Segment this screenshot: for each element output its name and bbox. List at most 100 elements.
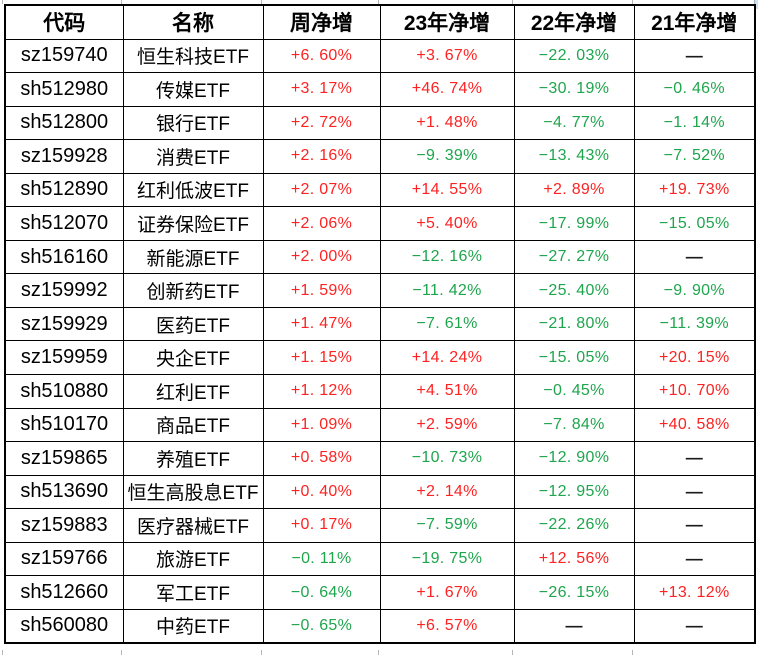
cell-y22[interactable]: −0. 45% xyxy=(513,373,635,409)
cell-name[interactable]: 恒生高股息ETF xyxy=(122,474,264,510)
cell-code[interactable]: sz159928 xyxy=(4,139,124,174)
cell-code[interactable]: sz159959 xyxy=(4,340,124,375)
cell-y21[interactable]: +19. 73% xyxy=(633,172,756,208)
cell-y21[interactable]: −7. 52% xyxy=(633,139,756,174)
cell-y23[interactable]: −7. 59% xyxy=(379,508,515,543)
cell-code[interactable]: sz159865 xyxy=(4,441,124,476)
cell-y23[interactable]: −12. 16% xyxy=(379,239,515,275)
cell-y23[interactable]: +2. 59% xyxy=(379,407,515,443)
cell-y21[interactable]: +20. 15% xyxy=(633,340,756,375)
cell-week[interactable]: +2. 06% xyxy=(262,206,381,241)
cell-week[interactable]: −0. 64% xyxy=(262,575,381,610)
cell-code[interactable]: sh512980 xyxy=(4,72,124,107)
cell-code[interactable]: sh510880 xyxy=(4,373,124,409)
cell-y22[interactable]: −22. 03% xyxy=(513,38,635,74)
cell-code[interactable]: sz159992 xyxy=(4,273,124,308)
cell-y21[interactable]: −15. 05% xyxy=(633,206,756,241)
cell-week[interactable]: +0. 17% xyxy=(262,508,381,543)
cell-name[interactable]: 消费ETF xyxy=(122,139,264,174)
cell-code[interactable]: sh560080 xyxy=(4,608,124,644)
cell-week[interactable]: +2. 00% xyxy=(262,239,381,275)
cell-code[interactable]: sz159929 xyxy=(4,306,124,342)
cell-y22[interactable]: −15. 05% xyxy=(513,340,635,375)
cell-y23[interactable]: +14. 55% xyxy=(379,172,515,208)
cell-code[interactable]: sz159766 xyxy=(4,541,124,577)
cell-week[interactable]: +2. 72% xyxy=(262,105,381,141)
cell-name[interactable]: 银行ETF xyxy=(122,105,264,141)
cell-y23[interactable]: +2. 14% xyxy=(379,474,515,510)
cell-y21[interactable]: −0. 46% xyxy=(633,72,756,107)
cell-y21[interactable]: −1. 14% xyxy=(633,105,756,141)
col-header-y21[interactable]: 21年净增 xyxy=(633,4,756,40)
cell-y21[interactable]: — xyxy=(633,608,756,644)
cell-y23[interactable]: −10. 73% xyxy=(379,441,515,476)
cell-name[interactable]: 养殖ETF xyxy=(122,441,264,476)
cell-y21[interactable]: — xyxy=(633,508,756,543)
cell-y21[interactable]: +40. 58% xyxy=(633,407,756,443)
cell-name[interactable]: 旅游ETF xyxy=(122,541,264,577)
cell-y22[interactable]: −22. 26% xyxy=(513,508,635,543)
cell-week[interactable]: +1. 59% xyxy=(262,273,381,308)
cell-y23[interactable]: −11. 42% xyxy=(379,273,515,308)
cell-y22[interactable]: −21. 80% xyxy=(513,306,635,342)
cell-name[interactable]: 创新药ETF xyxy=(122,273,264,308)
cell-name[interactable]: 证券保险ETF xyxy=(122,206,264,241)
cell-code[interactable]: sh512800 xyxy=(4,105,124,141)
cell-y22[interactable]: −27. 27% xyxy=(513,239,635,275)
cell-name[interactable]: 红利ETF xyxy=(122,373,264,409)
cell-code[interactable]: sh513690 xyxy=(4,474,124,510)
cell-y23[interactable]: −7. 61% xyxy=(379,306,515,342)
cell-y22[interactable]: −4. 77% xyxy=(513,105,635,141)
col-header-code[interactable]: 代码 xyxy=(4,4,124,40)
cell-name[interactable]: 新能源ETF xyxy=(122,239,264,275)
cell-y23[interactable]: +14. 24% xyxy=(379,340,515,375)
cell-y23[interactable]: −19. 75% xyxy=(379,541,515,577)
cell-y23[interactable]: +46. 74% xyxy=(379,72,515,107)
cell-week[interactable]: +3. 17% xyxy=(262,72,381,107)
cell-code[interactable]: sh510170 xyxy=(4,407,124,443)
cell-name[interactable]: 传媒ETF xyxy=(122,72,264,107)
cell-y22[interactable]: — xyxy=(513,608,635,644)
cell-y22[interactable]: +12. 56% xyxy=(513,541,635,577)
cell-week[interactable]: +1. 12% xyxy=(262,373,381,409)
cell-week[interactable]: +0. 40% xyxy=(262,474,381,510)
cell-name[interactable]: 恒生科技ETF xyxy=(122,38,264,74)
cell-week[interactable]: +1. 47% xyxy=(262,306,381,342)
cell-y22[interactable]: −30. 19% xyxy=(513,72,635,107)
col-header-y22[interactable]: 22年净增 xyxy=(513,4,635,40)
cell-name[interactable]: 央企ETF xyxy=(122,340,264,375)
cell-y21[interactable]: — xyxy=(633,541,756,577)
cell-y21[interactable]: — xyxy=(633,239,756,275)
cell-week[interactable]: +1. 09% xyxy=(262,407,381,443)
cell-y22[interactable]: −17. 99% xyxy=(513,206,635,241)
cell-name[interactable]: 中药ETF xyxy=(122,608,264,644)
cell-y21[interactable]: +10. 70% xyxy=(633,373,756,409)
cell-week[interactable]: +2. 16% xyxy=(262,139,381,174)
cell-code[interactable]: sz159740 xyxy=(4,38,124,74)
cell-week[interactable]: −0. 65% xyxy=(262,608,381,644)
cell-week[interactable]: +1. 15% xyxy=(262,340,381,375)
cell-y23[interactable]: +6. 57% xyxy=(379,608,515,644)
cell-y21[interactable]: +13. 12% xyxy=(633,575,756,610)
cell-week[interactable]: +6. 60% xyxy=(262,38,381,74)
cell-code[interactable]: sh516160 xyxy=(4,239,124,275)
cell-y23[interactable]: +4. 51% xyxy=(379,373,515,409)
col-header-y23[interactable]: 23年净增 xyxy=(379,4,515,40)
cell-y22[interactable]: +2. 89% xyxy=(513,172,635,208)
cell-week[interactable]: +2. 07% xyxy=(262,172,381,208)
col-header-name[interactable]: 名称 xyxy=(122,4,264,40)
col-header-week[interactable]: 周净增 xyxy=(262,4,381,40)
cell-y21[interactable]: — xyxy=(633,474,756,510)
cell-y22[interactable]: −25. 40% xyxy=(513,273,635,308)
cell-y21[interactable]: — xyxy=(633,38,756,74)
cell-y23[interactable]: −9. 39% xyxy=(379,139,515,174)
cell-y23[interactable]: +1. 67% xyxy=(379,575,515,610)
cell-y22[interactable]: −7. 84% xyxy=(513,407,635,443)
cell-code[interactable]: sz159883 xyxy=(4,508,124,543)
cell-name[interactable]: 医药ETF xyxy=(122,306,264,342)
cell-y22[interactable]: −13. 43% xyxy=(513,139,635,174)
cell-code[interactable]: sh512890 xyxy=(4,172,124,208)
cell-name[interactable]: 军工ETF xyxy=(122,575,264,610)
cell-code[interactable]: sh512070 xyxy=(4,206,124,241)
cell-code[interactable]: sh512660 xyxy=(4,575,124,610)
